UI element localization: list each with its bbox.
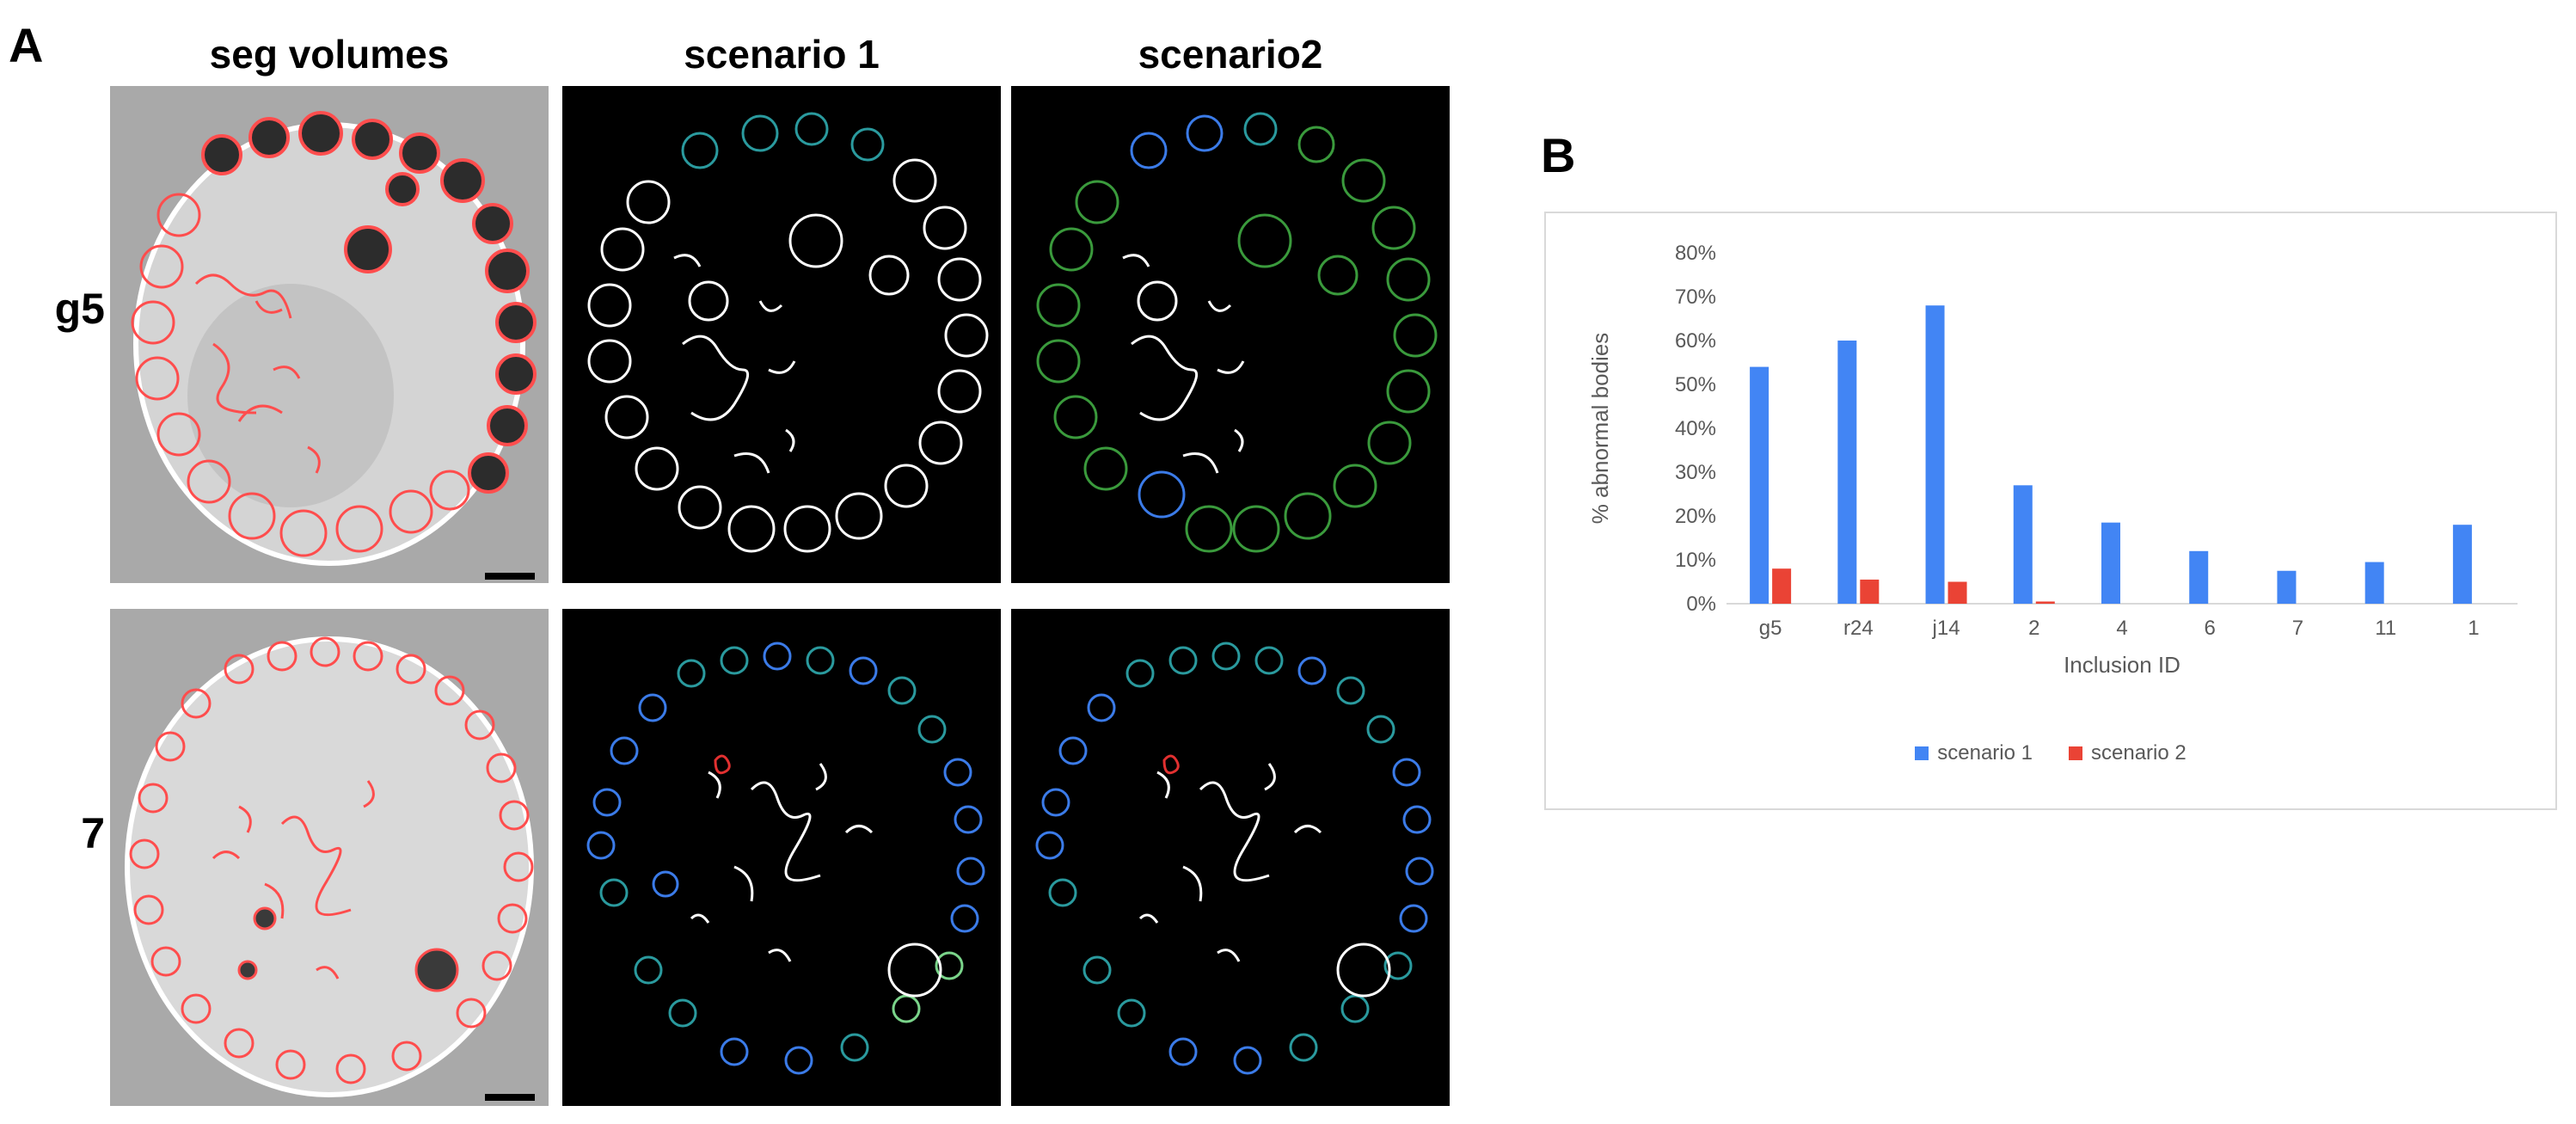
legend-swatch-scenario-1 xyxy=(1915,746,1929,760)
bar-scenario-2-2 xyxy=(2035,601,2055,604)
column-title-seg-volumes: seg volumes xyxy=(209,32,450,77)
x-tick-label: j14 xyxy=(1932,617,1960,640)
x-tick-label: 11 xyxy=(2375,617,2396,640)
y-tick-label: 10% xyxy=(1675,549,1716,572)
row-label-7: 7 xyxy=(81,809,105,857)
panel-a-label: A xyxy=(9,18,44,72)
y-tick-label: 30% xyxy=(1675,461,1716,484)
legend-label-scenario-2: scenario 2 xyxy=(2091,741,2187,765)
bar-scenario-1-7 xyxy=(2277,570,2297,604)
bar-scenario-2-g5 xyxy=(1772,568,1792,604)
column-title-scenario-2: scenario2 xyxy=(1138,32,1323,77)
legend-item-scenario-1: scenario 1 xyxy=(1915,741,2033,765)
row-label-g5: g5 xyxy=(54,285,105,333)
bar-chart: 0%10%20%30%40%50%60%70%80%g5 r24 j14 2 4 6 7 11… xyxy=(1587,242,2518,678)
x-axis-title: Inclusion ID xyxy=(2064,652,2180,678)
scale-bar xyxy=(485,1094,535,1101)
y-tick-label: 40% xyxy=(1675,417,1716,440)
segmentation-g5-scenario-2 xyxy=(1011,86,1450,583)
segmentation-7-scenario-2 xyxy=(1011,609,1450,1106)
y-tick-label: 70% xyxy=(1675,286,1716,309)
bar-scenario-1-11 xyxy=(2364,562,2384,604)
y-tick-label: 50% xyxy=(1675,373,1716,396)
bar-scenario-1-6 xyxy=(2189,550,2209,604)
legend-item-scenario-2: scenario 2 xyxy=(2069,741,2187,765)
bar-scenario-1-r24 xyxy=(1837,341,1857,604)
tomogram-7-seg-volumes xyxy=(110,609,549,1106)
panel-b-label: B xyxy=(1541,128,1576,182)
scale-bar xyxy=(485,573,535,580)
bar-chart-panel: 0% 10% 20% 30% 40% 50% 60% 70% 80% g5 r24 j14 2 4 6 7 11… xyxy=(1544,212,2557,810)
bar-scenario-2-r24 xyxy=(1860,579,1880,604)
segmentation-7-scenario-1 xyxy=(562,609,1001,1106)
x-tick-label: 1 xyxy=(2468,617,2479,640)
chart-legend: scenario 1 scenario 2 xyxy=(1546,741,2555,765)
y-tick-label: 80% xyxy=(1675,242,1716,265)
x-tick-label: r24 xyxy=(1843,617,1874,640)
y-tick-label: 20% xyxy=(1675,505,1716,528)
y-axis-title: % abnormal bodies xyxy=(1587,333,1613,525)
tomogram-g5-seg-volumes xyxy=(110,86,549,583)
bar-scenario-1-4 xyxy=(2101,522,2120,604)
bar-scenario-1-2 xyxy=(2013,485,2033,604)
legend-swatch-scenario-2 xyxy=(2069,746,2082,760)
x-tick-label: g5 xyxy=(1759,617,1782,640)
segmentation-g5-scenario-1 xyxy=(562,86,1001,583)
x-tick-label: 6 xyxy=(2205,617,2216,640)
x-tick-label: 4 xyxy=(2116,617,2127,640)
y-tick-label: 0% xyxy=(1686,593,1716,616)
bar-scenario-2-j14 xyxy=(1947,581,1967,604)
y-tick-label: 60% xyxy=(1675,329,1716,353)
bar-scenario-1-1 xyxy=(2452,525,2472,604)
bar-scenario-1-j14 xyxy=(1925,305,1945,604)
column-title-scenario-1: scenario 1 xyxy=(684,32,880,77)
bar-scenario-1-g5 xyxy=(1750,366,1769,604)
legend-label-scenario-1: scenario 1 xyxy=(1937,741,2033,765)
x-tick-label: 7 xyxy=(2292,617,2303,640)
x-tick-label: 2 xyxy=(2028,617,2039,640)
